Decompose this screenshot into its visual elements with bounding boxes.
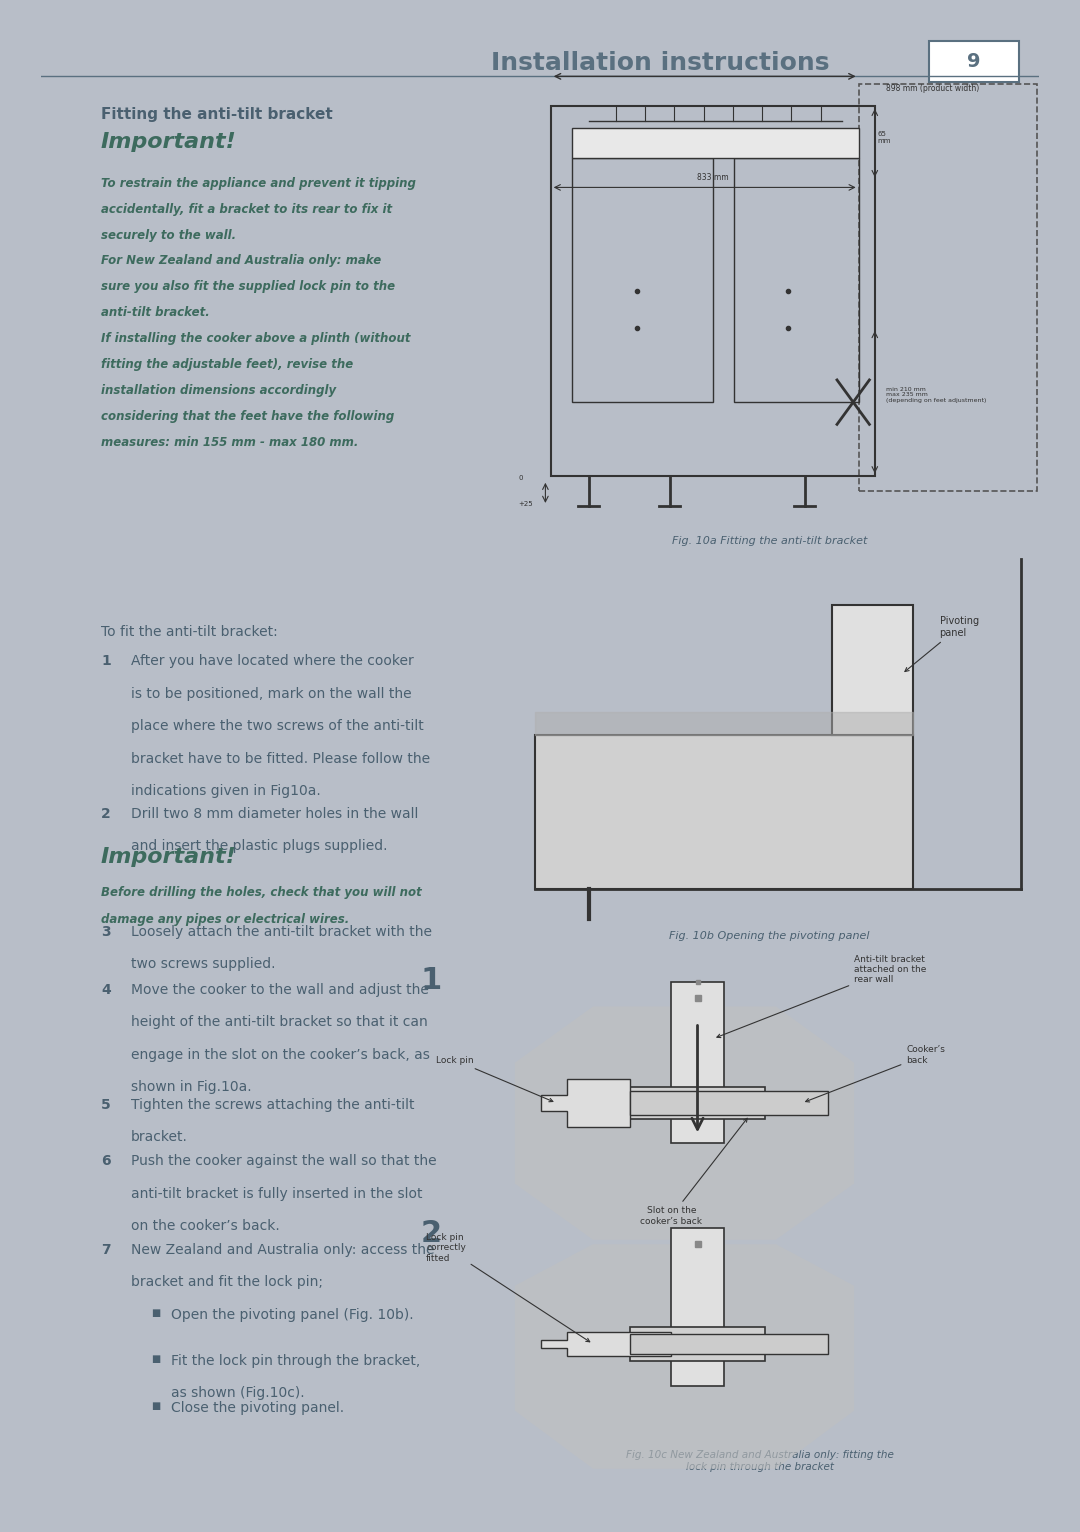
Text: ■: ■	[151, 1400, 161, 1411]
Text: Close the pivoting panel.: Close the pivoting panel.	[171, 1400, 343, 1416]
Polygon shape	[672, 1227, 724, 1385]
Text: Fitting the anti-tilt bracket: Fitting the anti-tilt bracket	[100, 107, 333, 123]
Text: Move the cooker to the wall and adjust the: Move the cooker to the wall and adjust t…	[131, 982, 429, 996]
Text: indications given in Fig10a.: indications given in Fig10a.	[131, 784, 321, 798]
Text: Tighten the screws attaching the anti-tilt: Tighten the screws attaching the anti-ti…	[131, 1098, 415, 1112]
Text: bracket and fit the lock pin;: bracket and fit the lock pin;	[131, 1275, 323, 1290]
Text: 2: 2	[102, 807, 111, 821]
Text: 1: 1	[102, 654, 111, 668]
Polygon shape	[535, 735, 913, 889]
Text: 0: 0	[518, 475, 523, 481]
Text: After you have located where the cooker: After you have located where the cooker	[131, 654, 414, 668]
Text: anti-tilt bracket.: anti-tilt bracket.	[100, 306, 210, 319]
Text: Fit the lock pin through the bracket,: Fit the lock pin through the bracket,	[171, 1354, 420, 1368]
Text: 4: 4	[102, 982, 111, 996]
Text: accidentally, fit a bracket to its rear to fix it: accidentally, fit a bracket to its rear …	[100, 202, 392, 216]
Polygon shape	[572, 129, 859, 158]
Text: Lock pin: Lock pin	[436, 1056, 553, 1102]
Text: Important!: Important!	[100, 847, 237, 867]
Text: To restrain the appliance and prevent it tipping: To restrain the appliance and prevent it…	[100, 176, 416, 190]
Polygon shape	[515, 1244, 854, 1469]
Text: Lock pin
correctly
fitted: Lock pin correctly fitted	[426, 1233, 590, 1342]
Text: If installing the cooker above a plinth (without: If installing the cooker above a plinth …	[100, 332, 410, 345]
Text: engage in the slot on the cooker’s back, as: engage in the slot on the cooker’s back,…	[131, 1048, 430, 1062]
Text: Loosely attach the anti-tilt bracket with the: Loosely attach the anti-tilt bracket wit…	[131, 925, 432, 939]
Text: 5: 5	[102, 1098, 111, 1112]
Text: is to be positioned, mark on the wall the: is to be positioned, mark on the wall th…	[131, 686, 411, 700]
Text: damage any pipes or electrical wires.: damage any pipes or electrical wires.	[100, 913, 349, 925]
Text: Slot on the
cooker’s back: Slot on the cooker’s back	[640, 1118, 747, 1226]
Polygon shape	[541, 1331, 672, 1356]
Text: 2: 2	[421, 1219, 442, 1249]
Text: Push the cooker against the wall so that the: Push the cooker against the wall so that…	[131, 1154, 436, 1167]
Text: 65
mm: 65 mm	[877, 132, 891, 144]
Text: bracket.: bracket.	[131, 1131, 188, 1144]
Text: To fit the anti-tilt bracket:: To fit the anti-tilt bracket:	[100, 625, 278, 639]
Text: 1: 1	[421, 967, 442, 996]
Polygon shape	[515, 1007, 854, 1239]
Text: min 210 mm
max 235 mm
(depending on feet adjustment): min 210 mm max 235 mm (depending on feet…	[886, 386, 986, 403]
Text: ■: ■	[151, 1308, 161, 1318]
Text: 898 mm (product width): 898 mm (product width)	[886, 84, 978, 93]
Text: 9: 9	[968, 52, 981, 70]
Text: sure you also fit the supplied lock pin to the: sure you also fit the supplied lock pin …	[100, 280, 395, 293]
Text: as shown (Fig.10c).: as shown (Fig.10c).	[171, 1386, 305, 1400]
Text: and insert the plastic plugs supplied.: and insert the plastic plugs supplied.	[131, 840, 388, 853]
Text: installation dimensions accordingly: installation dimensions accordingly	[100, 385, 336, 397]
Text: 833 mm: 833 mm	[697, 173, 728, 182]
Text: considering that the feet have the following: considering that the feet have the follo…	[100, 409, 394, 423]
Polygon shape	[630, 1091, 828, 1115]
Text: Drill two 8 mm diameter holes in the wall: Drill two 8 mm diameter holes in the wal…	[131, 807, 418, 821]
FancyBboxPatch shape	[929, 41, 1020, 83]
Text: Open the pivoting panel (Fig. 10b).: Open the pivoting panel (Fig. 10b).	[171, 1308, 414, 1322]
Text: on the cooker’s back.: on the cooker’s back.	[131, 1219, 280, 1233]
Text: anti-tilt bracket is fully inserted in the slot: anti-tilt bracket is fully inserted in t…	[131, 1187, 422, 1201]
Polygon shape	[672, 982, 724, 1143]
Text: two screws supplied.: two screws supplied.	[131, 958, 275, 971]
Polygon shape	[832, 605, 913, 735]
Text: bracket have to be fitted. Please follow the: bracket have to be fitted. Please follow…	[131, 752, 430, 766]
Text: height of the anti-tilt bracket so that it can: height of the anti-tilt bracket so that …	[131, 1016, 428, 1030]
Text: shown in Fig.10a.: shown in Fig.10a.	[131, 1080, 252, 1094]
Polygon shape	[630, 1334, 828, 1354]
Text: Important!: Important!	[100, 132, 237, 153]
Text: New Zealand and Australia only: access the: New Zealand and Australia only: access t…	[131, 1242, 434, 1256]
Text: ■: ■	[151, 1354, 161, 1363]
Text: Fig. 10b Opening the pivoting panel: Fig. 10b Opening the pivoting panel	[670, 931, 869, 941]
Text: Cooker’s
back: Cooker’s back	[806, 1045, 945, 1102]
Polygon shape	[630, 1088, 766, 1118]
Text: Anti-tilt bracket
attached on the
rear wall: Anti-tilt bracket attached on the rear w…	[717, 954, 927, 1037]
Text: Installation instructions: Installation instructions	[490, 51, 829, 75]
Text: Fig. 10c New Zealand and Australia only: fitting the
lock pin through the bracke: Fig. 10c New Zealand and Australia only:…	[625, 1451, 893, 1472]
Text: securely to the wall.: securely to the wall.	[100, 228, 237, 242]
Text: For New Zealand and Australia only: make: For New Zealand and Australia only: make	[100, 254, 381, 268]
Text: Fig. 10a Fitting the anti-tilt bracket: Fig. 10a Fitting the anti-tilt bracket	[672, 536, 867, 545]
Text: 3: 3	[102, 925, 111, 939]
Text: place where the two screws of the anti-tilt: place where the two screws of the anti-t…	[131, 720, 423, 734]
Text: Before drilling the holes, check that you will not: Before drilling the holes, check that yo…	[100, 887, 421, 899]
Text: Pivoting
panel: Pivoting panel	[905, 616, 978, 671]
Polygon shape	[630, 1327, 766, 1360]
Text: measures: min 155 mm - max 180 mm.: measures: min 155 mm - max 180 mm.	[100, 435, 359, 449]
Text: +25: +25	[518, 501, 534, 507]
Polygon shape	[541, 1079, 630, 1128]
Text: 6: 6	[102, 1154, 111, 1167]
Text: fitting the adjustable feet), revise the: fitting the adjustable feet), revise the	[100, 358, 353, 371]
Text: 7: 7	[102, 1242, 111, 1256]
